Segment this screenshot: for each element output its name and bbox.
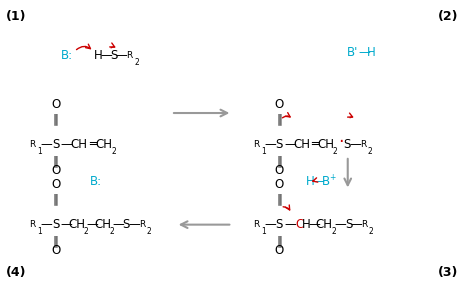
Text: CH: CH [68, 218, 85, 231]
Text: CH: CH [293, 138, 310, 151]
Text: R: R [360, 140, 366, 149]
Text: R: R [253, 220, 259, 229]
Text: ∥: ∥ [53, 112, 58, 125]
Text: O: O [51, 178, 60, 191]
Text: ═: ═ [311, 138, 319, 151]
Text: 2: 2 [368, 147, 373, 156]
Text: 2: 2 [331, 227, 336, 236]
Text: R: R [139, 220, 145, 229]
Text: S: S [123, 218, 130, 231]
Text: CH: CH [317, 138, 334, 151]
Text: CH: CH [71, 138, 88, 151]
Text: 1: 1 [37, 147, 42, 156]
Text: S: S [345, 218, 352, 231]
Text: —: — [86, 218, 98, 231]
Text: 2: 2 [369, 227, 374, 236]
Text: —: — [350, 218, 362, 231]
Text: —: — [284, 138, 296, 151]
Text: B': B' [347, 47, 358, 60]
Text: CH: CH [95, 138, 112, 151]
Text: 2: 2 [135, 58, 139, 67]
Text: —: — [284, 218, 296, 231]
Text: S: S [344, 138, 351, 151]
Text: H: H [302, 218, 310, 231]
Text: C: C [295, 218, 303, 231]
Text: O: O [51, 164, 60, 177]
Text: R: R [361, 220, 367, 229]
Text: —: — [264, 218, 276, 231]
Text: 2: 2 [84, 227, 89, 236]
Text: CH: CH [94, 218, 111, 231]
Text: H: H [367, 47, 376, 60]
Text: H: H [306, 175, 314, 188]
Text: —: — [308, 218, 319, 231]
Text: —: — [128, 218, 140, 231]
Text: ∥: ∥ [276, 112, 283, 125]
Text: (2): (2) [438, 10, 458, 23]
Text: B:: B: [90, 175, 102, 188]
Text: O: O [51, 244, 60, 257]
Text: 2: 2 [111, 147, 116, 156]
Text: (3): (3) [438, 266, 458, 279]
Text: ∥: ∥ [276, 192, 283, 205]
Text: —: — [112, 218, 124, 231]
Text: —: — [358, 47, 370, 60]
Text: —: — [40, 138, 52, 151]
Text: +: + [329, 173, 336, 182]
Text: 2: 2 [147, 227, 152, 236]
Text: —: — [116, 49, 128, 62]
Text: O: O [275, 244, 284, 257]
Text: CH: CH [316, 218, 333, 231]
Text: R: R [127, 51, 133, 60]
Text: (4): (4) [6, 266, 27, 279]
Text: 1: 1 [262, 147, 266, 156]
Text: R: R [29, 220, 35, 229]
Text: ═: ═ [89, 138, 96, 151]
Text: O: O [275, 178, 284, 191]
Text: ∥: ∥ [53, 192, 58, 205]
Text: —: — [334, 218, 346, 231]
Text: —: — [312, 175, 324, 188]
Text: 2: 2 [110, 227, 115, 236]
Text: R: R [29, 140, 35, 149]
Text: H: H [93, 49, 102, 62]
Text: ∥: ∥ [276, 234, 283, 247]
Text: —: — [61, 218, 73, 231]
Text: —: — [264, 138, 276, 151]
Text: O: O [275, 98, 284, 111]
Text: 1: 1 [37, 227, 42, 236]
Text: (1): (1) [6, 10, 27, 23]
Text: —: — [100, 49, 112, 62]
Text: S: S [52, 138, 59, 151]
Text: S: S [110, 49, 117, 62]
Text: S: S [276, 138, 283, 151]
Text: B: B [321, 175, 329, 188]
Text: ·: · [338, 133, 344, 151]
Text: S: S [52, 218, 59, 231]
Text: S: S [276, 218, 283, 231]
Text: O: O [51, 98, 60, 111]
Text: O: O [275, 164, 284, 177]
Text: R: R [253, 140, 259, 149]
Text: —: — [40, 218, 52, 231]
Text: ∥: ∥ [53, 154, 58, 167]
Text: ∥: ∥ [53, 234, 58, 247]
Text: ∥: ∥ [276, 154, 283, 167]
Text: —: — [61, 138, 73, 151]
Text: —: — [349, 138, 361, 151]
Text: B:: B: [61, 49, 73, 62]
Text: 1: 1 [262, 227, 266, 236]
Text: 2: 2 [333, 147, 337, 156]
